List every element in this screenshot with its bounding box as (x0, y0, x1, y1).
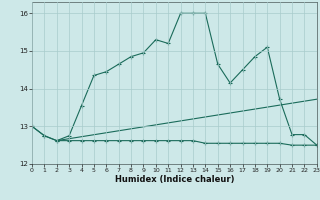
X-axis label: Humidex (Indice chaleur): Humidex (Indice chaleur) (115, 175, 234, 184)
